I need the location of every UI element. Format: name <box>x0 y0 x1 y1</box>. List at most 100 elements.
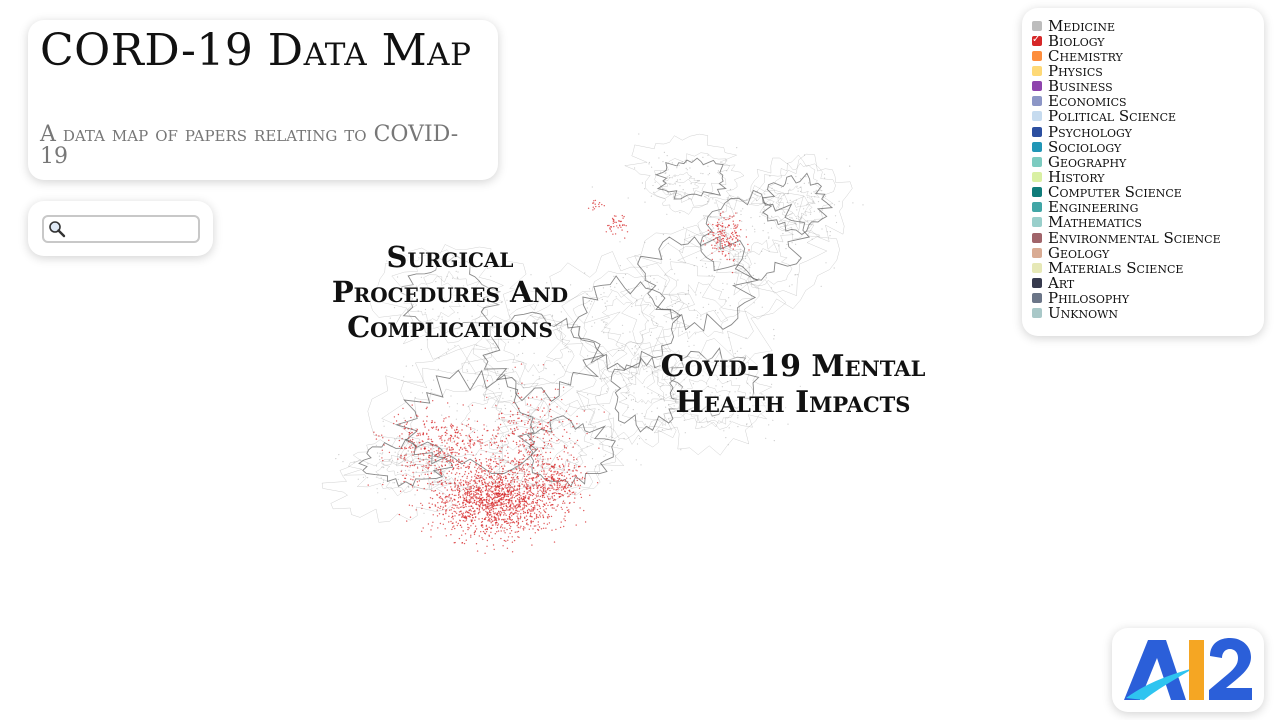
map-point <box>834 215 837 217</box>
biology-point <box>493 474 495 476</box>
map-point <box>438 357 440 359</box>
biology-point <box>469 440 472 442</box>
biology-point <box>733 235 735 238</box>
biology-point <box>456 463 458 466</box>
map-point <box>569 404 571 406</box>
map-point <box>405 365 407 367</box>
map-point <box>517 326 519 328</box>
map-point <box>590 438 592 440</box>
map-point <box>819 211 821 213</box>
legend-item-computer-science[interactable]: Computer Science <box>1032 183 1221 201</box>
biology-point <box>549 498 551 500</box>
biology-point <box>483 509 485 511</box>
biology-point <box>382 459 384 462</box>
biology-point <box>432 521 434 523</box>
map-point <box>768 250 770 252</box>
biology-point <box>547 504 549 507</box>
biology-point <box>551 529 553 531</box>
biology-point <box>478 489 480 492</box>
legend-item-engineering[interactable]: Engineering <box>1032 198 1221 216</box>
biology-point <box>579 493 582 495</box>
map-contour <box>610 356 686 433</box>
legend-item-medicine[interactable]: Medicine <box>1032 17 1221 35</box>
biology-point <box>733 258 735 261</box>
map-point <box>600 378 602 380</box>
map-point <box>388 459 390 461</box>
map-contour <box>403 275 463 323</box>
biology-point <box>721 235 723 237</box>
legend-swatch-icon <box>1032 308 1042 319</box>
map-point <box>522 336 524 338</box>
biology-point <box>488 495 490 498</box>
biology-point <box>549 468 551 470</box>
map-point <box>498 383 500 385</box>
biology-point <box>404 459 406 461</box>
map-point <box>631 305 633 308</box>
biology-point <box>483 428 485 430</box>
legend-item-biology[interactable]: ✓ Biology <box>1032 32 1221 50</box>
biology-point <box>485 531 488 533</box>
map-point <box>654 181 656 183</box>
legend-item-mathematics[interactable]: Mathematics <box>1032 213 1221 231</box>
biology-point <box>498 417 500 420</box>
biology-point <box>504 441 506 443</box>
map-point <box>562 467 564 470</box>
legend-item-business[interactable]: Business <box>1032 77 1221 95</box>
biology-point <box>473 431 476 434</box>
map-point <box>758 277 760 280</box>
biology-point <box>564 480 566 483</box>
legend-item-philosophy[interactable]: Philosophy <box>1032 289 1221 307</box>
map-point <box>733 264 735 266</box>
biology-point <box>513 419 515 422</box>
map-point <box>675 401 677 404</box>
legend-item-unknown[interactable]: Unknown <box>1032 304 1221 322</box>
map-point <box>746 423 748 425</box>
biology-point <box>480 447 482 450</box>
biology-point <box>462 512 465 514</box>
biology-point <box>400 457 402 459</box>
biology-point <box>475 464 477 466</box>
legend-item-art[interactable]: Art <box>1032 274 1221 292</box>
biology-point <box>404 477 406 479</box>
biology-point <box>427 473 429 476</box>
legend-item-sociology[interactable]: Sociology <box>1032 138 1221 156</box>
map-point <box>538 378 540 380</box>
legend-item-geography[interactable]: Geography <box>1032 153 1221 171</box>
map-point <box>673 405 675 407</box>
biology-point <box>479 487 481 489</box>
map-point <box>516 382 518 385</box>
map-point <box>798 219 800 221</box>
legend-item-political-science[interactable]: Political Science <box>1032 107 1221 125</box>
biology-point <box>455 460 458 462</box>
map-point <box>789 188 791 190</box>
biology-point <box>528 496 530 498</box>
ai2-logo-panel[interactable] <box>1112 628 1264 712</box>
biology-point <box>534 454 536 456</box>
biology-point <box>545 430 548 432</box>
legend-item-psychology[interactable]: Psychology <box>1032 123 1221 141</box>
legend-item-economics[interactable]: Economics <box>1032 92 1221 110</box>
legend-item-chemistry[interactable]: Chemistry <box>1032 47 1221 65</box>
biology-point <box>407 428 409 430</box>
legend-item-environmental-science[interactable]: Environmental Science <box>1032 229 1221 247</box>
biology-point <box>488 500 491 502</box>
map-point <box>423 512 425 514</box>
biology-point <box>499 497 501 500</box>
map-point <box>394 438 396 440</box>
biology-point <box>522 468 525 470</box>
map-point <box>674 302 677 305</box>
biology-point <box>436 444 438 446</box>
map-point <box>646 370 648 373</box>
legend-item-history[interactable]: History <box>1032 168 1221 186</box>
search-box[interactable] <box>42 215 200 243</box>
legend-item-physics[interactable]: Physics <box>1032 62 1221 80</box>
map-point <box>695 294 697 296</box>
legend-item-materials-science[interactable]: Materials Science <box>1032 259 1221 277</box>
biology-point <box>434 421 436 424</box>
legend-item-geology[interactable]: Geology <box>1032 244 1221 262</box>
search-input[interactable] <box>68 219 198 241</box>
biology-point <box>532 520 534 523</box>
biology-point <box>511 515 513 517</box>
map-point <box>719 258 721 260</box>
